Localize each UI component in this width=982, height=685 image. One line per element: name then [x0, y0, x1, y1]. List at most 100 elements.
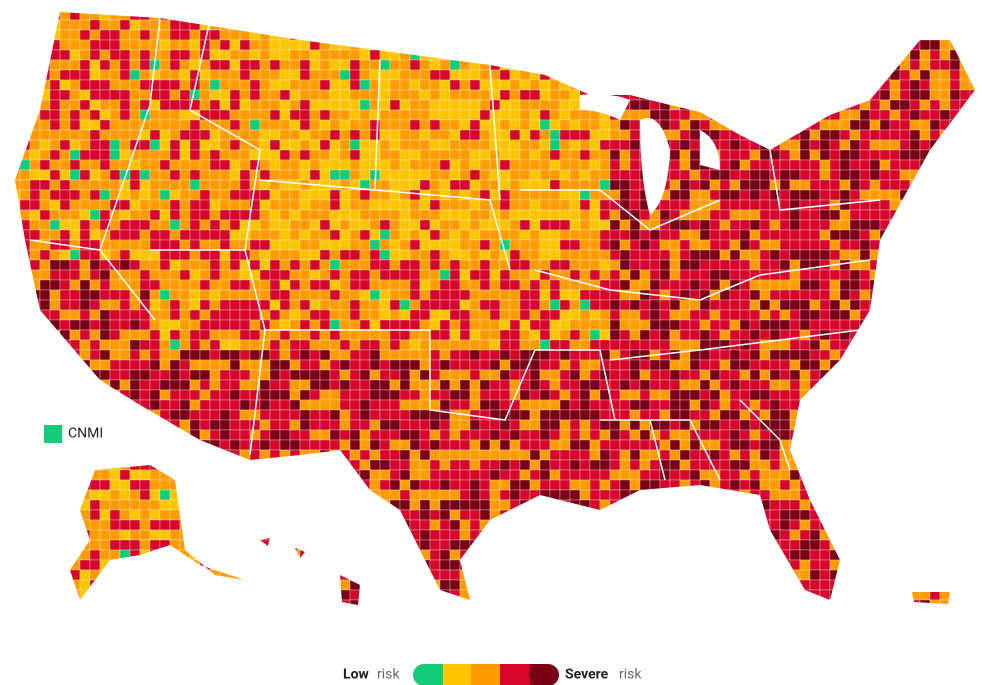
county-cell: [939, 459, 951, 471]
county-cell: [869, 479, 881, 491]
county-cell: [19, 19, 31, 31]
county-cell: [389, 419, 401, 431]
county-cell: [929, 389, 941, 401]
county-cell: [659, 429, 671, 441]
county-cell: [89, 219, 101, 231]
county-cell: [889, 449, 901, 461]
county-cell: [489, 259, 501, 271]
county-cell: [469, 19, 481, 31]
county-cell: [569, 79, 581, 91]
county-cell: [319, 99, 331, 111]
county-cell: [79, 149, 91, 161]
county-cell: [639, 239, 651, 251]
county-cell: [899, 349, 911, 361]
county-cell: [519, 449, 531, 461]
county-cell: [139, 49, 151, 61]
county-cell: [119, 299, 131, 311]
county-cell: [289, 89, 301, 101]
county-cell: [389, 319, 401, 331]
county-cell: [849, 479, 861, 491]
county-cell: [889, 129, 901, 141]
county-cell: [269, 349, 281, 361]
county-cell: [429, 289, 441, 301]
county-cell: [469, 259, 481, 271]
county-cell: [759, 299, 771, 311]
county-cell: [389, 59, 401, 71]
county-cell: [669, 459, 681, 471]
county-cell: [729, 79, 741, 91]
county-cell: [799, 229, 811, 241]
county-cell: [689, 149, 701, 161]
county-cell: [59, 379, 71, 391]
county-cell: [679, 189, 691, 201]
county-cell: [60, 0, 70, 10]
county-cell: [139, 19, 151, 31]
county-cell: [139, 179, 151, 191]
county-cell: [15, 209, 21, 221]
county-cell: [549, 149, 561, 161]
county-cell: [89, 319, 101, 331]
county-cell: [799, 279, 811, 291]
county-cell: [469, 199, 481, 211]
county-cell: [469, 69, 481, 81]
county-cell: [939, 169, 951, 181]
county-cell: [39, 99, 51, 111]
county-cell: [819, 29, 831, 41]
county-cell: [89, 499, 101, 511]
county-cell: [809, 12, 821, 21]
county-cell: [0, 450, 10, 460]
county-cell: [699, 429, 711, 441]
county-cell: [169, 69, 181, 81]
county-cell: [59, 149, 71, 161]
county-cell: [139, 209, 151, 221]
county-cell: [569, 479, 581, 491]
county-cell: [809, 69, 821, 81]
county-cell: [689, 359, 701, 371]
county-cell: [799, 289, 811, 301]
county-cell: [699, 319, 711, 331]
county-cell: [949, 479, 961, 491]
county-cell: [399, 79, 411, 91]
county-cell: [329, 359, 341, 371]
county-cell: [169, 249, 181, 261]
county-cell: [709, 99, 721, 111]
county-cell: [409, 429, 421, 441]
county-cell: [19, 59, 31, 71]
county-cell: [129, 339, 141, 351]
county-cell: [759, 179, 771, 191]
county-cell: [909, 329, 921, 341]
county-cell: [29, 39, 41, 51]
county-cell: [39, 129, 51, 141]
county-cell: [829, 179, 841, 191]
county-cell: [859, 179, 871, 191]
county-cell: [239, 359, 251, 371]
county-cell: [789, 439, 801, 451]
county-cell: [15, 19, 21, 31]
county-cell: [239, 439, 251, 451]
county-cell: [279, 489, 291, 501]
county-cell: [589, 409, 601, 421]
county-cell: [119, 419, 131, 431]
county-cell: [869, 249, 881, 261]
county-cell: [910, 0, 920, 10]
county-cell: [969, 219, 975, 231]
county-cell: [589, 79, 601, 91]
county-cell: [669, 389, 681, 401]
county-cell: [669, 409, 681, 421]
county-cell: [609, 179, 621, 191]
county-cell: [309, 379, 321, 391]
county-cell: [649, 49, 661, 61]
county-cell: [919, 399, 931, 411]
county-cell: [229, 499, 241, 511]
county-cell: [879, 159, 891, 171]
county-cell: [919, 219, 931, 231]
county-cell: [309, 439, 321, 451]
county-cell: [630, 0, 640, 10]
county-cell: [949, 259, 961, 271]
county-cell: [519, 19, 531, 31]
county-cell: [849, 49, 861, 61]
county-cell: [19, 99, 31, 111]
county-cell: [339, 29, 351, 41]
county-cell: [229, 439, 241, 451]
county-cell: [119, 439, 131, 451]
